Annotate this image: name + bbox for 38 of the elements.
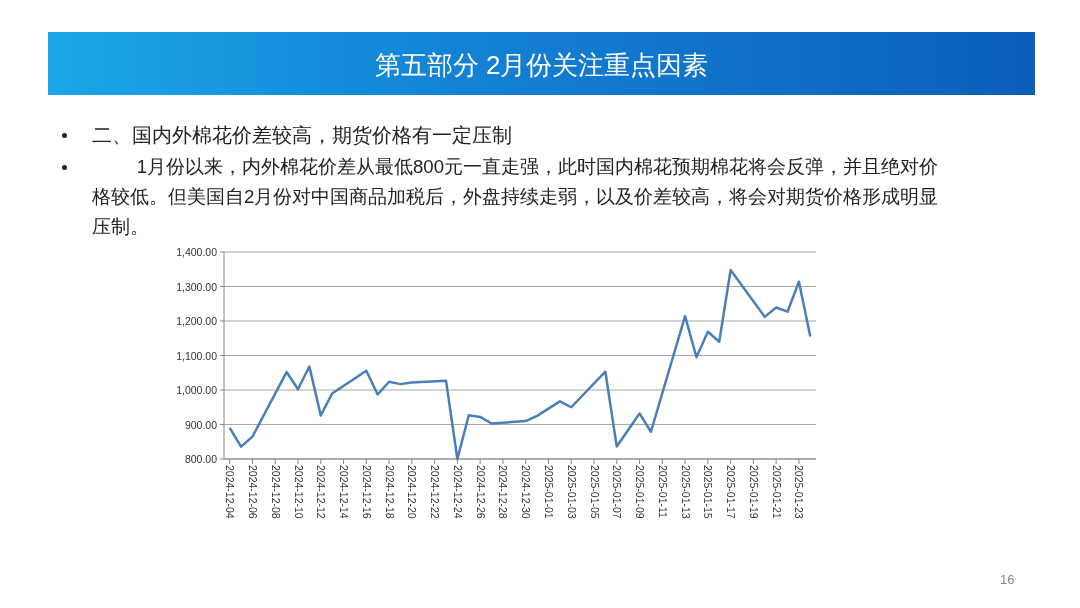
x-tick-label: 2025-01-23 bbox=[793, 465, 806, 519]
y-tick-label: 1,100.00 bbox=[176, 349, 218, 362]
x-tick-label: 2024-12-26 bbox=[474, 465, 487, 519]
x-tick-label: 2024-12-08 bbox=[269, 465, 282, 519]
x-tick-label: 2025-01-01 bbox=[542, 465, 555, 519]
x-tick-label: 2025-01-17 bbox=[725, 465, 738, 519]
x-tick-label: 2024-12-24 bbox=[451, 465, 464, 519]
x-tick-label: 2024-12-10 bbox=[292, 465, 305, 519]
text: 16 bbox=[1000, 572, 1015, 587]
x-tick-label: 2024-12-12 bbox=[315, 465, 328, 519]
x-tick-label: 2024-12-06 bbox=[246, 465, 259, 519]
x-tick-label: 2024-12-04 bbox=[224, 465, 237, 519]
x-tick-label: 2024-12-28 bbox=[497, 465, 510, 519]
y-tick-label: 1,400.00 bbox=[176, 246, 218, 258]
x-tick-label: 2024-12-22 bbox=[429, 465, 442, 519]
chart-subtitle: 二、国内外棉花价差较高，期货价格有一定压制 bbox=[92, 123, 513, 148]
y-tick-label: 1,000.00 bbox=[176, 384, 218, 396]
y-tick-label: 900.00 bbox=[184, 418, 218, 431]
x-tick-label: 2024-12-14 bbox=[338, 465, 351, 519]
x-tick-label: 2025-01-21 bbox=[770, 465, 783, 519]
x-tick-label: 2025-01-11 bbox=[656, 465, 669, 519]
x-tick-label: 2024-12-18 bbox=[383, 465, 396, 519]
x-tick-label: 2024-12-30 bbox=[520, 465, 533, 519]
x-tick-label: 2025-01-13 bbox=[679, 465, 692, 519]
y-tick-label: 800.00 bbox=[184, 453, 218, 465]
text: 1月份以来，内外棉花价差从最低800元一直走强，此时国内棉花预期棉花将会反弹，并且绝对价格较低。但美国自2月份对中国商品加税后，外盘持续走弱，以及价差较高，将会对期货价格形成明显压制。 bbox=[92, 155, 940, 239]
line-series bbox=[228, 268, 812, 461]
x-tick-label: 2025-01-07 bbox=[611, 465, 624, 519]
x-tick-label: 2025-01-03 bbox=[565, 465, 578, 519]
chart-title: 第五部分 2月份关注重点因素 bbox=[373, 49, 710, 82]
y-tick-label: 1,200.00 bbox=[176, 315, 218, 327]
x-tick-label: 2025-01-05 bbox=[588, 465, 601, 519]
x-tick-label: 2024-12-20 bbox=[406, 465, 419, 519]
y-tick-label: 1,300.00 bbox=[176, 280, 218, 293]
x-tick-label: 2025-01-09 bbox=[634, 465, 647, 519]
x-tick-label: 2024-12-16 bbox=[360, 465, 373, 519]
x-tick-label: 2025-01-15 bbox=[702, 465, 715, 519]
x-tick-label: 2025-01-19 bbox=[747, 465, 760, 519]
